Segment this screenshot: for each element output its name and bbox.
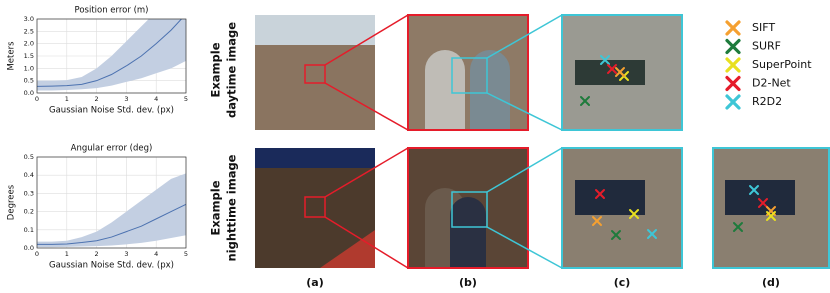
legend-marker <box>727 41 739 53</box>
x-axis-label: Gaussian Noise Std. dev. (px) <box>49 106 174 116</box>
photos <box>255 15 830 268</box>
row-label: Example <box>209 180 223 235</box>
x-tick-label: 0 <box>35 95 39 103</box>
y-tick-label: 0.5 <box>24 77 34 85</box>
y-tick-label: 0.5 <box>24 153 34 161</box>
y-tick-label: 0.3 <box>24 189 34 197</box>
legend-label: SURF <box>752 40 781 53</box>
row-label: Example <box>209 42 223 97</box>
y-axis-label: Degrees <box>7 184 17 220</box>
x-tick-label: 1 <box>65 250 69 258</box>
y-tick-label: 2.5 <box>24 27 34 35</box>
y-tick-label: 0.0 <box>24 244 34 252</box>
y-tick-label: 0.1 <box>24 226 34 234</box>
chart-title: Angular error (deg) <box>71 144 153 154</box>
x-tick-label: 1 <box>65 95 69 103</box>
x-tick-label: 5 <box>184 95 188 103</box>
legend-marker <box>727 59 739 71</box>
panel-label: (d) <box>762 276 780 289</box>
y-tick-label: 2.0 <box>24 40 34 48</box>
x-tick-label: 0 <box>35 250 39 258</box>
panel-label: (c) <box>614 276 631 289</box>
x-tick-label: 3 <box>124 95 128 103</box>
y-tick-label: 1.0 <box>24 64 34 72</box>
y-tick-label: 0.0 <box>24 89 34 97</box>
x-tick-label: 2 <box>95 95 99 103</box>
legend-label: SuperPoint <box>752 58 812 71</box>
y-axis-label: Meters <box>7 41 17 71</box>
legend-label: SIFT <box>752 21 775 34</box>
y-tick-label: 3.0 <box>24 15 34 23</box>
y-tick-label: 0.2 <box>24 208 34 216</box>
legend-marker <box>727 22 739 34</box>
x-tick-label: 4 <box>154 250 158 258</box>
legend-marker <box>727 96 739 108</box>
panel-label: (a) <box>306 276 323 289</box>
row-label: nighttime image <box>225 154 239 261</box>
y-tick-label: 0.4 <box>24 171 34 179</box>
x-tick-label: 2 <box>95 250 99 258</box>
x-tick-label: 3 <box>124 250 128 258</box>
legend-label: R2D2 <box>752 95 782 108</box>
panel-label: (b) <box>459 276 477 289</box>
chart-title: Position error (m) <box>75 6 149 16</box>
row-label: daytime image <box>225 22 239 118</box>
legend-marker <box>727 78 739 90</box>
legend-label: D2-Net <box>752 77 791 90</box>
error-band <box>37 173 186 247</box>
figure: 0.0 0.5 1.0 1.5 2.0 2.5 3.0 0 1 2 3 4 5 Position erro… <box>0 0 830 293</box>
y-tick-label: 1.5 <box>24 52 34 60</box>
x-tick-label: 4 <box>154 95 158 103</box>
x-axis-label: Gaussian Noise Std. dev. (px) <box>49 261 174 271</box>
x-tick-label: 5 <box>184 250 188 258</box>
